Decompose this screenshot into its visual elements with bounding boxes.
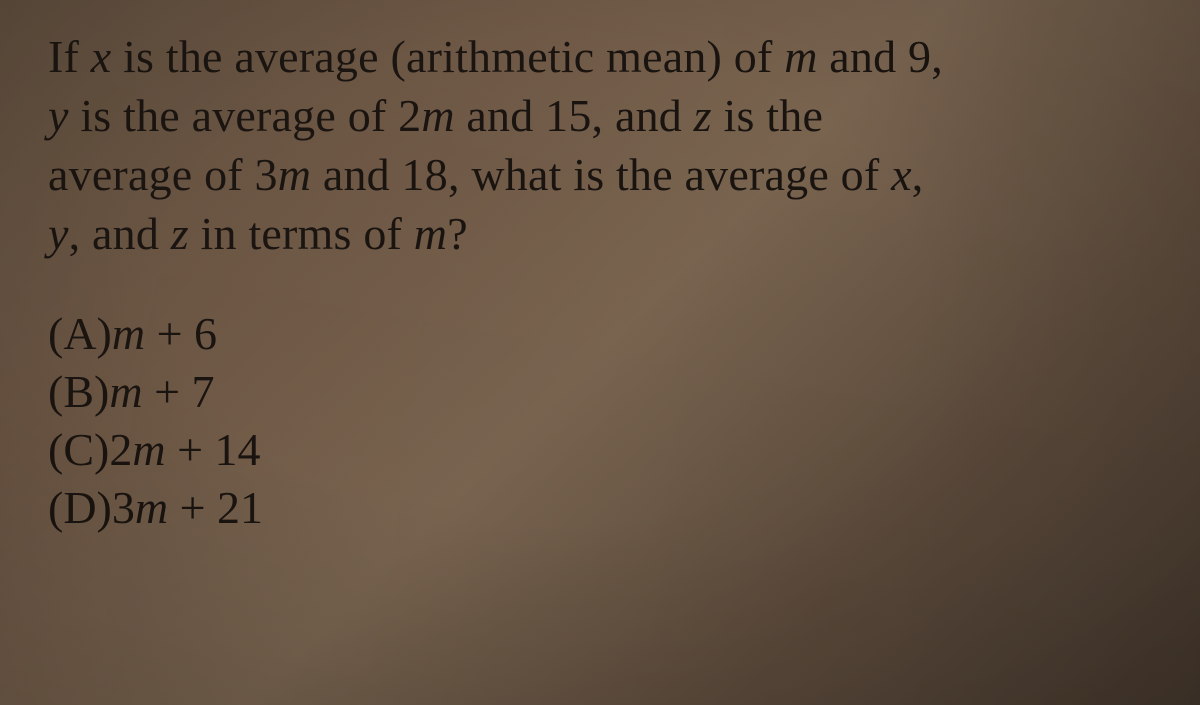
text-run: 2 — [109, 424, 132, 475]
option-row: (C) 2m + 14 — [48, 422, 1160, 478]
text-run: If — [48, 31, 91, 82]
text-run: + 6 — [145, 308, 217, 359]
option-expression: m + 7 — [109, 366, 214, 417]
text-run: is the average of 2 — [69, 90, 422, 141]
text-run: + 7 — [143, 366, 215, 417]
option-row: (D) 3m + 21 — [48, 480, 1160, 536]
question-line: y, and z in terms of m? — [48, 205, 1160, 264]
text-run: in terms of — [189, 208, 414, 259]
question-text: If x is the average (arithmetic mean) of… — [48, 28, 1160, 264]
option-row: (A) m + 6 — [48, 306, 1160, 362]
text-run: average of 3 — [48, 149, 278, 200]
math-var: x — [891, 149, 912, 200]
text-run: 3 — [112, 482, 135, 533]
answer-options: (A) m + 6(B) m + 7(C) 2m + 14(D) 3m + 21 — [48, 306, 1160, 536]
math-var: m — [278, 149, 311, 200]
math-var: x — [91, 31, 112, 82]
text-run: is the — [712, 90, 823, 141]
question-line: If x is the average (arithmetic mean) of… — [48, 28, 1160, 87]
option-expression: 2m + 14 — [109, 424, 260, 475]
option-label: (B) — [48, 364, 109, 420]
text-run: and 9, — [818, 31, 943, 82]
text-run: and 18, what is the average of — [311, 149, 891, 200]
math-var: z — [171, 208, 189, 259]
question-line: average of 3m and 18, what is the averag… — [48, 146, 1160, 205]
text-run: , and — [69, 208, 171, 259]
math-var: m — [135, 482, 168, 533]
option-expression: 3m + 21 — [112, 482, 263, 533]
option-expression: m + 6 — [112, 308, 217, 359]
math-var: y — [48, 90, 69, 141]
text-run: ? — [447, 208, 468, 259]
math-var: m — [421, 90, 454, 141]
text-run: is the average (arithmetic mean) of — [111, 31, 784, 82]
option-row: (B) m + 7 — [48, 364, 1160, 420]
math-var: m — [132, 424, 165, 475]
math-var: m — [112, 308, 145, 359]
math-var: m — [414, 208, 447, 259]
text-run: and 15, and — [455, 90, 694, 141]
option-label: (A) — [48, 306, 112, 362]
text-run: , — [912, 149, 924, 200]
question-line: y is the average of 2m and 15, and z is … — [48, 87, 1160, 146]
page: If x is the average (arithmetic mean) of… — [0, 0, 1200, 536]
option-label: (D) — [48, 480, 112, 536]
math-var: m — [109, 366, 142, 417]
text-run: + 14 — [166, 424, 261, 475]
text-run: + 21 — [168, 482, 263, 533]
option-label: (C) — [48, 422, 109, 478]
math-var: m — [784, 31, 817, 82]
math-var: y — [48, 208, 69, 259]
math-var: z — [694, 90, 712, 141]
